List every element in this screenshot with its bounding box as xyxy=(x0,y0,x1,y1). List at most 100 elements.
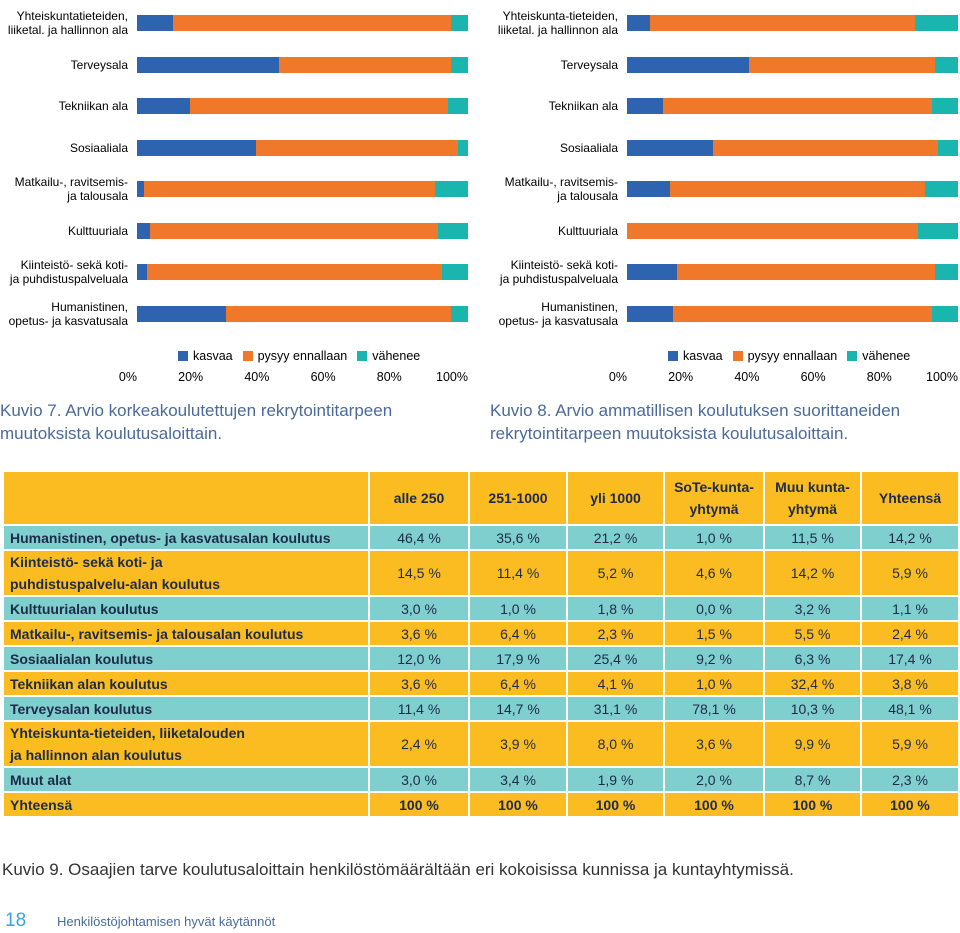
legend-swatch xyxy=(847,351,858,361)
table-cell: 100 % xyxy=(566,791,665,818)
table-cell: 14,7 % xyxy=(468,695,568,722)
bar-segment xyxy=(938,139,958,156)
bar-segment xyxy=(279,56,452,73)
bar-segment xyxy=(931,305,958,322)
bar-segment xyxy=(676,264,935,280)
bar-segment xyxy=(673,305,932,322)
bar-segment xyxy=(627,264,677,280)
table-cell: 4,6 % xyxy=(663,549,765,597)
table-cell: 1,8 % xyxy=(566,595,665,622)
table-cell: 1,0 % xyxy=(663,670,765,697)
header-cell: 251-1000 xyxy=(468,470,568,526)
table-cell: 2,3 % xyxy=(860,766,960,793)
legend-label: pysyy ennallaan xyxy=(747,349,838,363)
row-label: Sosiaalialan koulutus xyxy=(2,645,370,672)
row-label: Yhteensä xyxy=(2,791,370,818)
table-cell: 14,2 % xyxy=(763,549,862,597)
header-cell: Yhteensä xyxy=(860,470,960,526)
bar-segment xyxy=(670,181,925,197)
table-row: Humanistinen, opetus- ja kasvatusalan ko… xyxy=(2,524,960,551)
x-tick-label: 100% xyxy=(436,370,468,384)
table-cell: 3,9 % xyxy=(468,720,568,768)
table-row: Matkailu-, ravitsemis- ja talousalan kou… xyxy=(2,620,960,647)
chart-right: Yhteiskunta-tieteiden, liiketal. ja hall… xyxy=(490,0,960,450)
row-label: Humanistinen, opetus- ja kasvatusalan ko… xyxy=(2,524,370,551)
table-row: Sosiaalialan koulutus 12,0 % 17,9 % 25,4 % 9… xyxy=(2,645,960,672)
chart-left: Yhteiskuntatieteiden, liiketal. ja halli… xyxy=(0,0,470,450)
x-tick-label: 60% xyxy=(800,370,826,384)
table-cell: 14,5 % xyxy=(368,549,470,597)
table-row: Tekniikan alan koulutus 3,6 % 6,4 % 4,1 % 1,… xyxy=(2,670,960,697)
table-row: Muut alat 3,0 % 3,4 % 1,9 % 2,0 % 8,7 % 2,3 % xyxy=(2,766,960,793)
bar-segment xyxy=(627,181,671,197)
table-row: Yhteiskunta-tieteiden, liiketalouden ja … xyxy=(2,720,960,768)
category-label: Kiinteistö- sekä koti- ja puhdistuspalve… xyxy=(499,258,618,286)
legend-item: vähenee xyxy=(357,349,420,363)
table-cell: 2,3 % xyxy=(566,620,665,647)
table-cell: 32,4 % xyxy=(763,670,862,697)
table-cell: 1,0 % xyxy=(663,524,765,551)
category-label: Tekniikan ala xyxy=(548,99,618,113)
bar-segment xyxy=(143,181,435,197)
table-cell: 12,0 % xyxy=(368,645,470,672)
table-cell: 9,2 % xyxy=(663,645,765,672)
page-number: 18 xyxy=(5,910,27,931)
bar-segment xyxy=(150,222,439,239)
bar-segment xyxy=(627,222,919,239)
bar-segment xyxy=(451,15,468,31)
table-cell: 3,6 % xyxy=(663,720,765,768)
category-label: Humanistinen, opetus- ja kasvatusala xyxy=(8,299,128,328)
table-cell: 3,8 % xyxy=(860,670,960,697)
table-cell: 3,0 % xyxy=(368,766,470,793)
category-label: Humanistinen, opetus- ja kasvatusala xyxy=(498,299,618,328)
x-tick-label: 0% xyxy=(608,370,627,384)
legend-item: kasvaa xyxy=(178,349,233,363)
table-cell: 9,9 % xyxy=(763,720,862,768)
legend-swatch xyxy=(668,351,678,361)
table-row: Yhteensä 100 % 100 % 100 % 100 % 100 % 100 % xyxy=(2,791,960,818)
row-label: Tekniikan alan koulutus xyxy=(2,670,370,697)
legend-item: vähenee xyxy=(847,349,910,363)
table-cell: 1,0 % xyxy=(468,595,568,622)
legend-label: pysyy ennallaan xyxy=(257,349,348,363)
table-cell: 8,0 % xyxy=(566,720,665,768)
bar-segment xyxy=(189,98,449,114)
bar-segment xyxy=(438,222,468,239)
chart-caption: Kuvio 8. Arvio ammatillisen koulutuksen … xyxy=(490,401,901,443)
row-label: Kiinteistö- sekä koti- ja puhdistuspalve… xyxy=(2,549,370,597)
table-cell: 100 % xyxy=(763,791,862,818)
bar-segment xyxy=(650,15,915,31)
data-table: alle 250 251-1000 yli 1000 SoTe-kunta- yhty… xyxy=(2,470,960,818)
category-label: Matkailu-, ravitsemis- ja talousala xyxy=(504,175,618,203)
bar-segment xyxy=(137,15,174,31)
legend-swatch xyxy=(242,351,253,361)
category-label: Kiinteistö- sekä koti- ja puhdistuspalve… xyxy=(9,258,128,286)
bar-segment xyxy=(451,56,468,73)
row-label: Muut alat xyxy=(2,766,370,793)
category-label: Yhteiskunta-tieteiden, liiketal. ja hall… xyxy=(497,9,618,37)
x-tick-label: 100% xyxy=(926,370,958,384)
bar-segment xyxy=(137,305,227,322)
header-cell: SoTe-kunta- yhtymä xyxy=(663,470,765,526)
bar-segment xyxy=(918,222,958,239)
category-label: Tekniikan ala xyxy=(58,99,128,113)
table-cell: 5,5 % xyxy=(763,620,862,647)
table-cell: 2,0 % xyxy=(663,766,765,793)
bar-segment xyxy=(137,181,144,197)
legend-swatch xyxy=(732,351,743,361)
legend: kasvaa pysyy ennallaan vähenee xyxy=(668,349,910,363)
table-cell: 100 % xyxy=(468,791,568,818)
table-cell: 3,4 % xyxy=(468,766,568,793)
table-cell: 11,4 % xyxy=(368,695,470,722)
table-cell: 25,4 % xyxy=(566,645,665,672)
category-label: Matkailu-, ravitsemis- ja talousala xyxy=(14,175,128,203)
table-cell: 31,1 % xyxy=(566,695,665,722)
table-cell: 6,4 % xyxy=(468,620,568,647)
table-cell: 0,0 % xyxy=(663,595,765,622)
table-cell: 78,1 % xyxy=(663,695,765,722)
row-label: Kulttuurialan koulutus xyxy=(2,595,370,622)
x-tick-label: 20% xyxy=(178,370,204,384)
category-label: Terveysala xyxy=(70,57,128,72)
